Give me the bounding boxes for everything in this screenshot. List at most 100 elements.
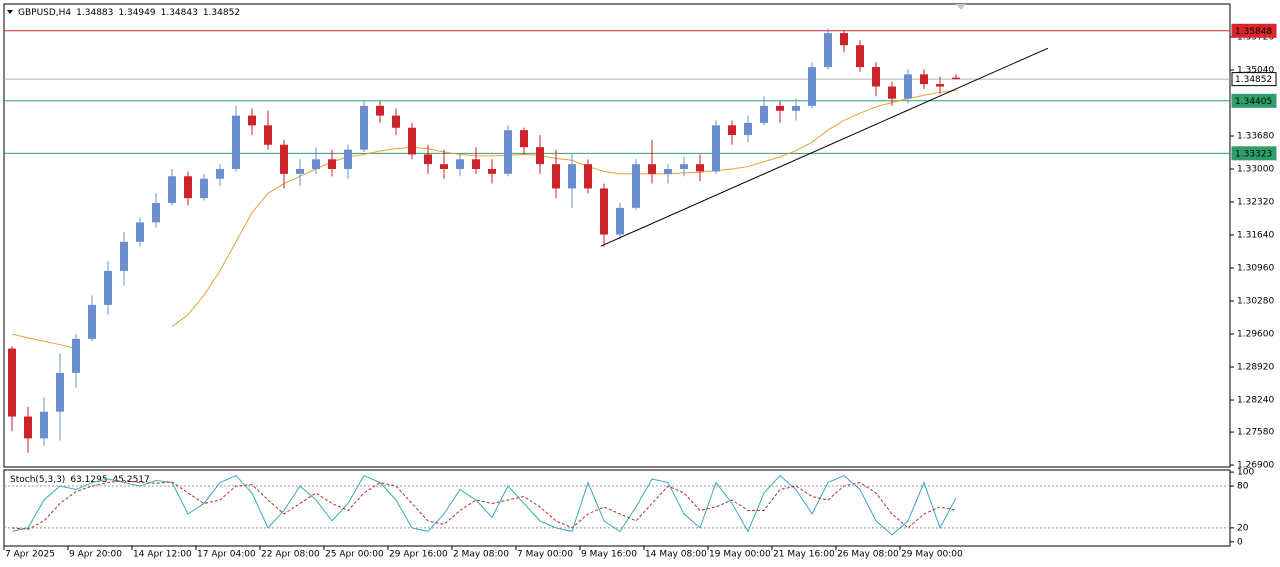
level-label: 1.35848	[1235, 27, 1272, 37]
level-label: 1.33323	[1235, 149, 1272, 159]
y-tick-label: 1.32320	[1237, 198, 1274, 208]
y-tick-label: 1.26900	[1237, 461, 1274, 471]
candle-body	[264, 125, 272, 145]
header-close: 1.34852	[203, 8, 240, 18]
candle-body	[792, 105, 800, 111]
main-panel	[3, 3, 1231, 468]
indicator-main: 63.1295	[70, 475, 107, 485]
symbol: GBPUSD,H4	[18, 8, 71, 18]
candle-body	[680, 164, 688, 169]
x-tick-label: 9 Apr 20:00	[69, 550, 122, 560]
y-tick-label: 0	[1237, 537, 1243, 547]
candle-body	[664, 169, 672, 174]
candle-body	[248, 115, 256, 126]
candle-body	[600, 188, 608, 235]
y-tick-label: 1.28920	[1237, 363, 1274, 373]
candle-body	[200, 178, 208, 199]
candle-body	[40, 411, 48, 439]
candle-body	[136, 222, 144, 242]
y-tick-label: 1.28240	[1237, 396, 1274, 406]
x-tick-label: 22 Apr 08:00	[261, 550, 320, 560]
candle-body	[280, 144, 288, 174]
candle-body	[24, 416, 32, 439]
candle-body	[120, 241, 128, 271]
x-tick-label: 26 May 08:00	[837, 550, 899, 560]
candle-body	[392, 115, 400, 128]
candle-body	[696, 164, 704, 172]
trendline	[600, 47, 1049, 247]
y-tick-label: 80	[1237, 482, 1249, 492]
x-tick-label: 19 May 00:00	[709, 550, 771, 560]
y-tick-label: 100	[1237, 468, 1254, 478]
x-tick-label: 29 May 00:00	[901, 550, 963, 560]
candle-body	[728, 125, 736, 136]
y-tick-label: 20	[1237, 523, 1249, 533]
candle-body	[328, 159, 336, 169]
candle-body	[776, 105, 784, 111]
y-tick-label: 1.27580	[1237, 428, 1274, 438]
indicator-signal: 45.2517	[113, 475, 150, 485]
candle-body	[312, 159, 320, 169]
y-tick-label: 1.29600	[1237, 330, 1274, 340]
candle-body	[552, 164, 560, 189]
candle-body	[920, 74, 928, 85]
candle-body	[104, 270, 112, 305]
candle-body	[632, 164, 640, 208]
candle-body	[440, 164, 448, 169]
indicator-header: Stoch(5,3,3) 63.1295 45.2517	[10, 475, 150, 485]
header-open: 1.34883	[76, 8, 113, 18]
x-tick-label: 25 Apr 00:00	[325, 550, 384, 560]
candle-body	[216, 169, 224, 179]
level-label-box	[1231, 23, 1277, 38]
candle-body	[904, 74, 912, 99]
candle-body	[856, 45, 864, 68]
y-tick-label: 1.33680	[1237, 131, 1274, 141]
candle-body	[168, 176, 176, 203]
header-high: 1.34949	[118, 8, 155, 18]
candle-body	[376, 105, 384, 116]
y-tick-label: 1.30960	[1237, 264, 1274, 274]
candle-body	[568, 164, 576, 189]
y-tick-label: 1.33000	[1237, 165, 1274, 175]
candle-body	[72, 338, 80, 373]
candle-body	[616, 207, 624, 235]
y-tick-label: 1.35040	[1237, 65, 1274, 75]
x-tick-label: 2 May 08:00	[453, 550, 509, 560]
candle-body	[8, 348, 16, 417]
x-tick-label: 14 May 08:00	[645, 550, 707, 560]
y-tick-label: 1.30280	[1237, 297, 1274, 307]
x-tick-label: 14 Apr 12:00	[133, 550, 192, 560]
indicator-panel	[3, 469, 1231, 547]
candle-body	[584, 164, 592, 189]
x-tick-label: 29 Apr 16:00	[389, 550, 448, 560]
x-tick-label: 7 May 00:00	[517, 550, 573, 560]
candle-body	[744, 122, 752, 136]
candle-body	[936, 84, 944, 87]
indicator-title: Stoch(5,3,3)	[10, 475, 65, 485]
candle-body	[456, 159, 464, 169]
candle-body	[824, 33, 832, 68]
x-tick-label: 17 Apr 04:00	[197, 550, 256, 560]
candle-body	[56, 372, 64, 412]
candle-body	[344, 149, 352, 169]
level-label: 1.34852	[1235, 75, 1272, 85]
shift-marker	[956, 4, 966, 10]
candle-body	[872, 67, 880, 87]
candle-body	[424, 154, 432, 165]
x-tick-label: 21 May 16:00	[773, 550, 835, 560]
candle-body	[648, 164, 656, 174]
candle-body	[360, 105, 368, 150]
candle-body	[408, 127, 416, 155]
candle-body	[520, 130, 528, 148]
candle-body	[536, 147, 544, 165]
candle-body	[88, 304, 96, 339]
menu-arrow[interactable]	[7, 10, 13, 14]
candle-body	[888, 86, 896, 99]
candle-body	[760, 105, 768, 123]
candle-body	[840, 33, 848, 46]
candle-body	[952, 77, 960, 80]
level-label-box	[1231, 72, 1277, 87]
x-tick-label: 7 Apr 2025	[5, 550, 55, 560]
